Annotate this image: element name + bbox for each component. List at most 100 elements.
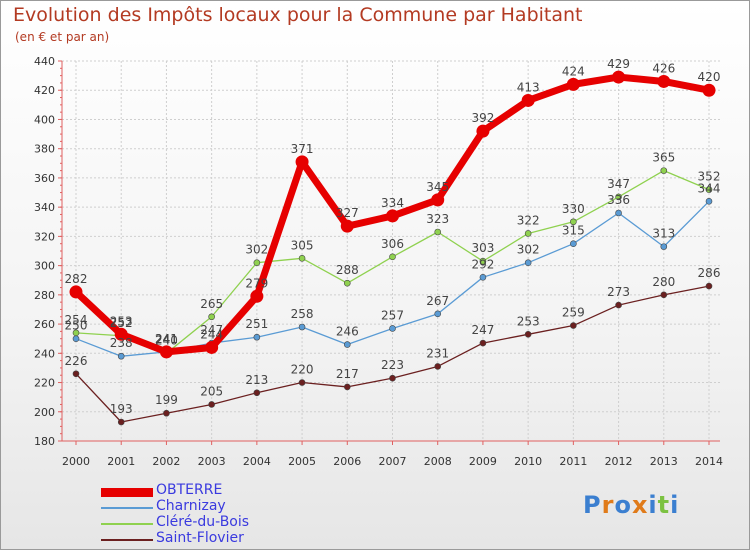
data-point	[660, 291, 668, 299]
data-point	[253, 389, 261, 397]
data-point	[72, 335, 80, 342]
data-point	[208, 401, 215, 408]
legend-swatch	[101, 539, 153, 541]
data-label: 205	[200, 384, 223, 398]
data-label: 244	[200, 327, 223, 341]
data-label: 282	[65, 272, 88, 286]
x-tick-label: 2006	[333, 455, 361, 468]
data-label: 213	[245, 373, 268, 387]
data-point	[298, 379, 306, 386]
data-label: 220	[291, 363, 314, 377]
data-point	[343, 383, 351, 391]
data-point	[702, 83, 716, 97]
x-tick-label: 2000	[62, 455, 90, 468]
data-label: 288	[336, 263, 359, 277]
data-point	[389, 253, 396, 261]
data-label: 371	[291, 142, 314, 156]
data-point	[69, 285, 83, 299]
data-point	[479, 257, 487, 265]
y-tick-label: 260	[34, 318, 55, 331]
data-point	[570, 322, 577, 329]
data-point	[163, 409, 170, 417]
data-point	[114, 327, 128, 341]
data-label: 254	[65, 313, 88, 327]
data-point	[524, 331, 532, 338]
y-tick-label: 280	[34, 289, 55, 302]
data-label: 429	[607, 57, 630, 71]
legend-swatch	[101, 523, 153, 525]
logo-letter: i	[648, 491, 658, 519]
x-tick-label: 2003	[198, 455, 226, 468]
y-tick-label: 320	[34, 230, 55, 243]
data-label: 251	[245, 317, 268, 331]
data-point	[615, 209, 622, 217]
data-label: 238	[110, 336, 133, 350]
data-point	[389, 325, 396, 332]
data-point	[615, 193, 622, 201]
data-point	[72, 370, 80, 378]
data-point	[570, 240, 577, 247]
data-label: 413	[517, 80, 540, 94]
chart-subtitle: (en € et par an)	[15, 30, 110, 44]
data-point	[159, 345, 173, 359]
data-point	[660, 167, 668, 174]
data-label: 226	[65, 354, 88, 368]
logo-letter: t	[657, 491, 671, 519]
y-tick-label: 400	[34, 113, 55, 126]
data-label: 327	[336, 206, 359, 220]
data-point	[612, 70, 626, 84]
data-point	[476, 124, 490, 138]
x-tick-label: 2001	[107, 455, 135, 468]
data-point	[117, 352, 125, 360]
data-label: 334	[381, 196, 404, 210]
data-label: 322	[517, 213, 540, 227]
data-point	[386, 209, 399, 223]
y-tick-label: 240	[34, 347, 55, 360]
data-label: 247	[471, 323, 494, 337]
data-label: 217	[336, 367, 359, 381]
data-label: 392	[471, 111, 494, 125]
data-label: 336	[607, 193, 630, 207]
legend-swatch	[101, 487, 153, 497]
data-label: 250	[65, 319, 88, 333]
x-tick-label: 2005	[288, 455, 316, 468]
data-label: 193	[110, 402, 133, 416]
data-point	[343, 341, 351, 348]
data-point	[295, 155, 309, 169]
y-tick-label: 440	[34, 55, 55, 68]
data-point	[434, 310, 442, 318]
data-label: 241	[155, 332, 178, 346]
data-point	[705, 198, 713, 205]
data-label: 352	[698, 170, 721, 184]
logo-letter: x	[631, 491, 649, 519]
legend-swatch	[101, 507, 153, 509]
data-point	[705, 282, 713, 290]
data-point	[253, 259, 261, 266]
x-tick-label: 2004	[243, 455, 271, 468]
data-point	[431, 193, 445, 207]
legend-label: OBTERRE	[156, 482, 223, 498]
data-point	[524, 230, 532, 237]
x-tick-label: 2013	[650, 455, 678, 468]
data-label: 302	[517, 243, 540, 257]
data-point	[566, 77, 580, 91]
logo-letter: i	[670, 491, 680, 519]
data-label: 420	[698, 70, 721, 84]
data-label: 426	[652, 61, 675, 75]
data-label: 273	[607, 285, 630, 299]
legend-label: Cléré-du-Bois	[156, 514, 250, 530]
data-label: 259	[562, 306, 585, 320]
data-point	[434, 363, 442, 370]
data-label: 286	[698, 266, 721, 280]
data-point	[479, 274, 487, 281]
x-tick-label: 2007	[379, 455, 407, 468]
data-label: 424	[562, 64, 585, 78]
x-tick-label: 2012	[605, 455, 633, 468]
legend-label: Saint-Flovier	[156, 530, 244, 546]
logo-letter: r	[601, 491, 615, 519]
data-label: 313	[652, 227, 675, 241]
chart-title: Evolution des Impôts locaux pour la Comm…	[13, 4, 583, 26]
data-label: 253	[110, 314, 133, 328]
data-label: 247	[200, 323, 223, 337]
